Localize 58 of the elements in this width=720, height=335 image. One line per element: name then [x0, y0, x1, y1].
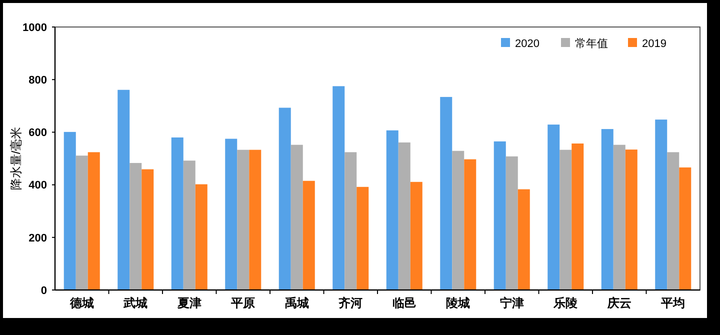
bar	[679, 167, 692, 290]
legend-label: 2019	[642, 38, 666, 50]
bar	[332, 86, 345, 290]
bar	[386, 130, 398, 290]
bar	[560, 150, 572, 290]
bar	[290, 144, 303, 290]
bar	[410, 182, 422, 290]
bar	[237, 150, 250, 290]
x-tick-label: 宁津	[500, 296, 524, 310]
bar	[518, 189, 530, 290]
legend-label: 常年值	[575, 36, 608, 50]
bar	[655, 120, 668, 290]
bar	[506, 156, 518, 290]
bar	[464, 159, 476, 290]
y-axis-title: 降水量/毫米	[9, 126, 23, 190]
y-tick-label: 600	[28, 127, 47, 140]
bar	[625, 150, 638, 290]
bar	[302, 180, 315, 290]
y-tick-label: 200	[28, 232, 47, 244]
bar	[494, 141, 506, 290]
x-tick-label: 庆云	[606, 296, 632, 310]
bar	[344, 152, 357, 290]
bar	[183, 160, 196, 290]
bar	[171, 137, 184, 290]
bar	[225, 138, 238, 290]
bar	[572, 144, 584, 290]
bar	[613, 144, 626, 290]
bar	[195, 184, 208, 290]
x-tick-label: 陵城	[446, 296, 470, 310]
x-tick-label: 德城	[68, 296, 94, 310]
bar	[88, 152, 100, 290]
y-tick-label: 0	[40, 284, 47, 297]
x-tick-label: 平均	[660, 296, 686, 310]
y-tick-label: 800	[28, 74, 47, 86]
bar	[356, 186, 369, 290]
bar	[440, 96, 452, 290]
bar	[398, 142, 410, 290]
bar	[452, 150, 464, 290]
x-tick-label: 平原	[230, 296, 256, 310]
x-tick-label: 乐陵	[552, 296, 579, 310]
bar	[64, 132, 76, 290]
x-tick-label: 齐河	[338, 296, 363, 310]
x-tick-label: 夏津	[176, 296, 202, 310]
x-tick-label: 临邑	[392, 296, 416, 310]
bar	[142, 169, 154, 290]
bar	[130, 162, 142, 290]
bar	[548, 124, 560, 290]
y-tick-label: 1000	[22, 22, 47, 34]
bar	[667, 152, 680, 290]
bar	[118, 90, 130, 290]
legend-label: 2020	[515, 38, 540, 50]
x-tick-label: 禹城	[284, 296, 309, 310]
x-tick-label: 武城	[122, 296, 148, 310]
y-tick-label: 400	[28, 180, 47, 192]
bar	[76, 156, 88, 290]
bar	[278, 108, 291, 290]
bar	[601, 129, 614, 290]
bar	[249, 150, 262, 290]
